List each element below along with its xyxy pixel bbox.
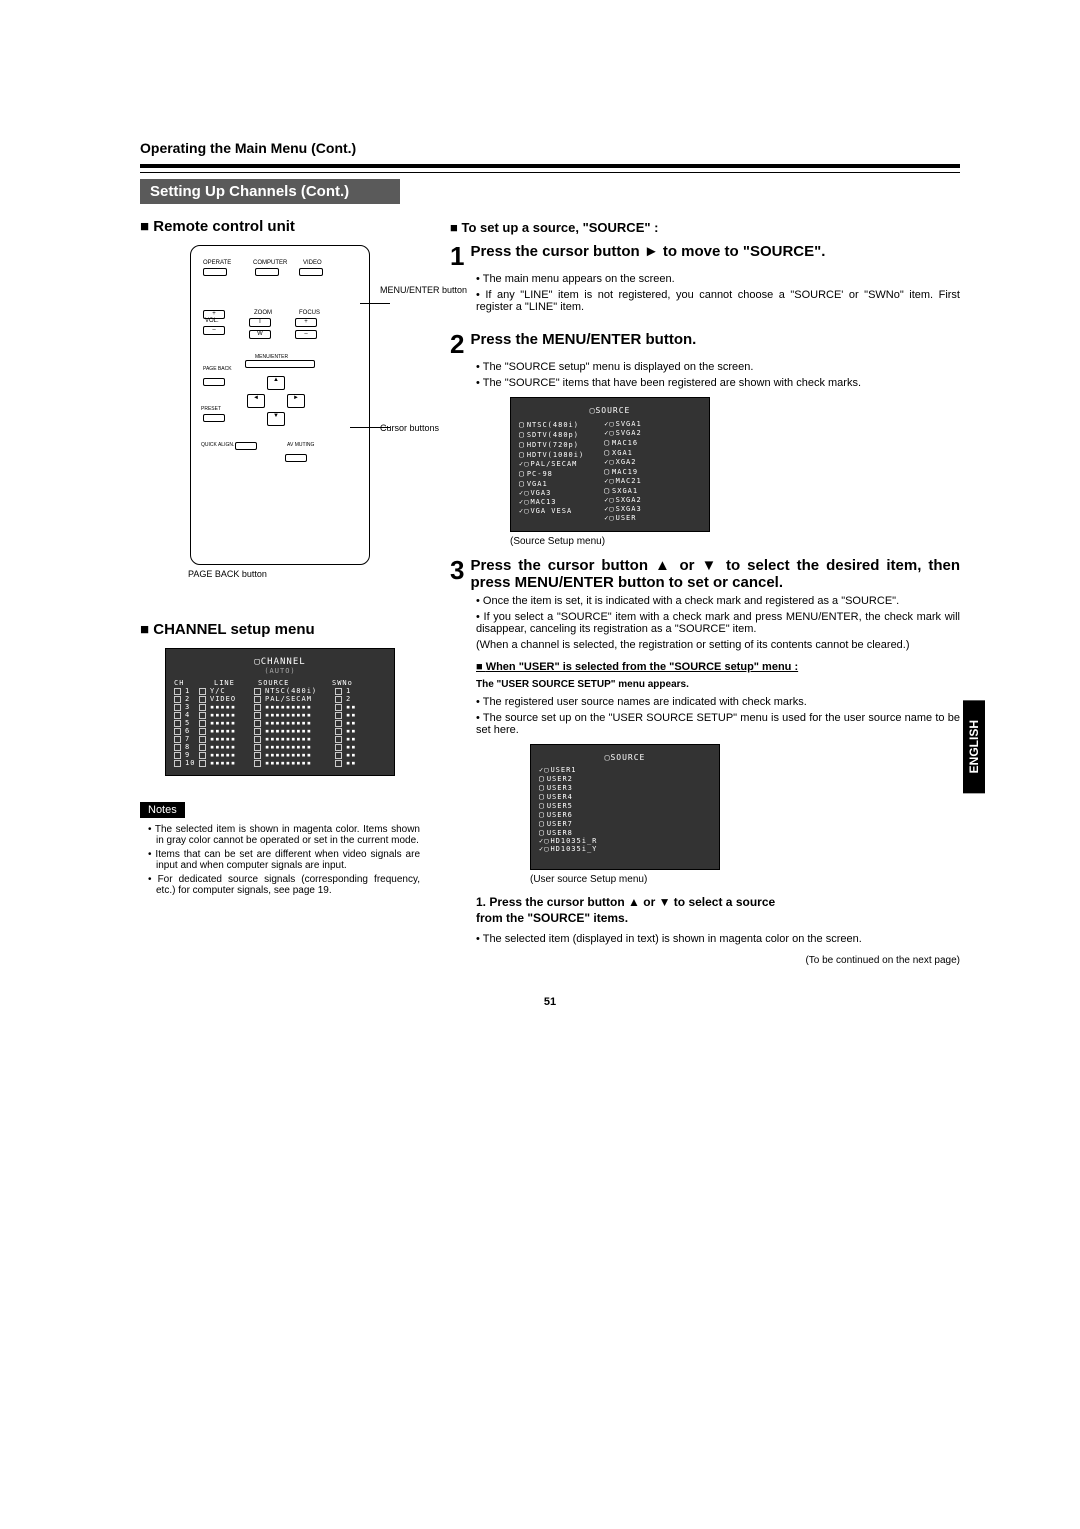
- note-item: Items that can be set are different when…: [148, 849, 420, 871]
- menu-enter-callout: MENU/ENTER button: [380, 285, 470, 295]
- continued-note: (To be continued on the next page): [450, 955, 960, 966]
- numbered-step: 1. Press the cursor button ▲ or ▼ to sel…: [476, 895, 960, 909]
- step-title: Press the cursor button ► to move to "SO…: [450, 243, 960, 260]
- source-caption: (Source Setup menu): [510, 536, 960, 547]
- page-back-callout: PAGE BACK button: [188, 569, 267, 579]
- channel-setup-menu: ▢CHANNEL (AUTO) CH LINE SOURCE SWNo 1Y/C…: [165, 648, 395, 776]
- user-source-menu: ▢SOURCE USER1USER2USER3USER4USER5USER6US…: [530, 744, 720, 870]
- operate-label: OPERATE: [203, 260, 231, 266]
- channel-subtitle: (AUTO): [174, 667, 386, 675]
- note-item: For dedicated source signals (correspond…: [148, 874, 420, 896]
- rule-thin: [140, 172, 960, 173]
- user-source-caption: (User source Setup menu): [530, 874, 960, 885]
- step-bullet: The main menu appears on the screen.: [476, 273, 960, 285]
- language-tab: ENGLISH: [963, 700, 985, 793]
- step-bullet: If any "LINE" item is not registered, yo…: [476, 289, 960, 313]
- breadcrumb: Operating the Main Menu (Cont.): [140, 140, 960, 156]
- source-title: ▢SOURCE: [519, 406, 701, 415]
- page-label: PAGE BACK: [203, 366, 232, 372]
- step-bullet: Once the item is set, it is indicated wi…: [476, 595, 960, 607]
- remote-heading: Remote control unit: [140, 218, 420, 235]
- step-number: 1: [450, 243, 464, 269]
- user-selected-heading: ■ When "USER" is selected from the "SOUR…: [476, 661, 960, 673]
- channel-heading: CHANNEL setup menu: [140, 621, 420, 638]
- numbered-step-bullet: The selected item (displayed in text) is…: [476, 933, 960, 945]
- note-item: The selected item is shown in magenta co…: [148, 824, 420, 846]
- video-label: VIDEO: [303, 260, 322, 266]
- zoom-label: ZOOM: [254, 310, 272, 316]
- quick-label: QUICK ALIGN.: [201, 442, 234, 448]
- section-title-bar: Setting Up Channels (Cont.): [140, 179, 400, 204]
- user-source-title: ▢SOURCE: [539, 753, 711, 762]
- cursor-callout: Cursor buttons: [380, 423, 470, 433]
- step-title: Press the MENU/ENTER button.: [450, 331, 960, 348]
- step-bullet: If you select a "SOURCE" item with a che…: [476, 611, 960, 635]
- step-bullet: The "SOURCE setup" menu is displayed on …: [476, 361, 960, 373]
- rule-thick: [140, 164, 960, 168]
- remote-diagram: OPERATE COMPUTER VIDEO VOL. ZOOM FOCUS +…: [190, 245, 370, 565]
- notes-label: Notes: [140, 802, 185, 818]
- step-number: 3: [450, 557, 464, 583]
- user-source-setup-heading: The "USER SOURCE SETUP" menu appears.: [476, 679, 960, 690]
- user-bullet: The registered user source names are ind…: [476, 696, 960, 708]
- av-label: AV MUTING: [287, 442, 314, 448]
- computer-label: COMPUTER: [253, 260, 287, 266]
- preset-label: PRESET: [201, 406, 221, 412]
- step-number: 2: [450, 331, 464, 357]
- page-number: 51: [140, 996, 960, 1008]
- setup-source-subhead: To set up a source, "SOURCE" :: [450, 220, 960, 235]
- step-title: Press the cursor button ▲ or ▼ to select…: [450, 557, 960, 591]
- step-bullet: The "SOURCE" items that have been regist…: [476, 377, 960, 389]
- step-note: (When a channel is selected, the registr…: [476, 639, 960, 651]
- numbered-step-cont: from the "SOURCE" items.: [476, 911, 960, 925]
- focus-label: FOCUS: [299, 310, 320, 316]
- source-setup-menu: ▢SOURCE NTSC(480i)SDTV(480p)HDTV(720p)HD…: [510, 397, 710, 532]
- user-bullet: The source set up on the "USER SOURCE SE…: [476, 712, 960, 736]
- channel-title: ▢CHANNEL: [174, 657, 386, 667]
